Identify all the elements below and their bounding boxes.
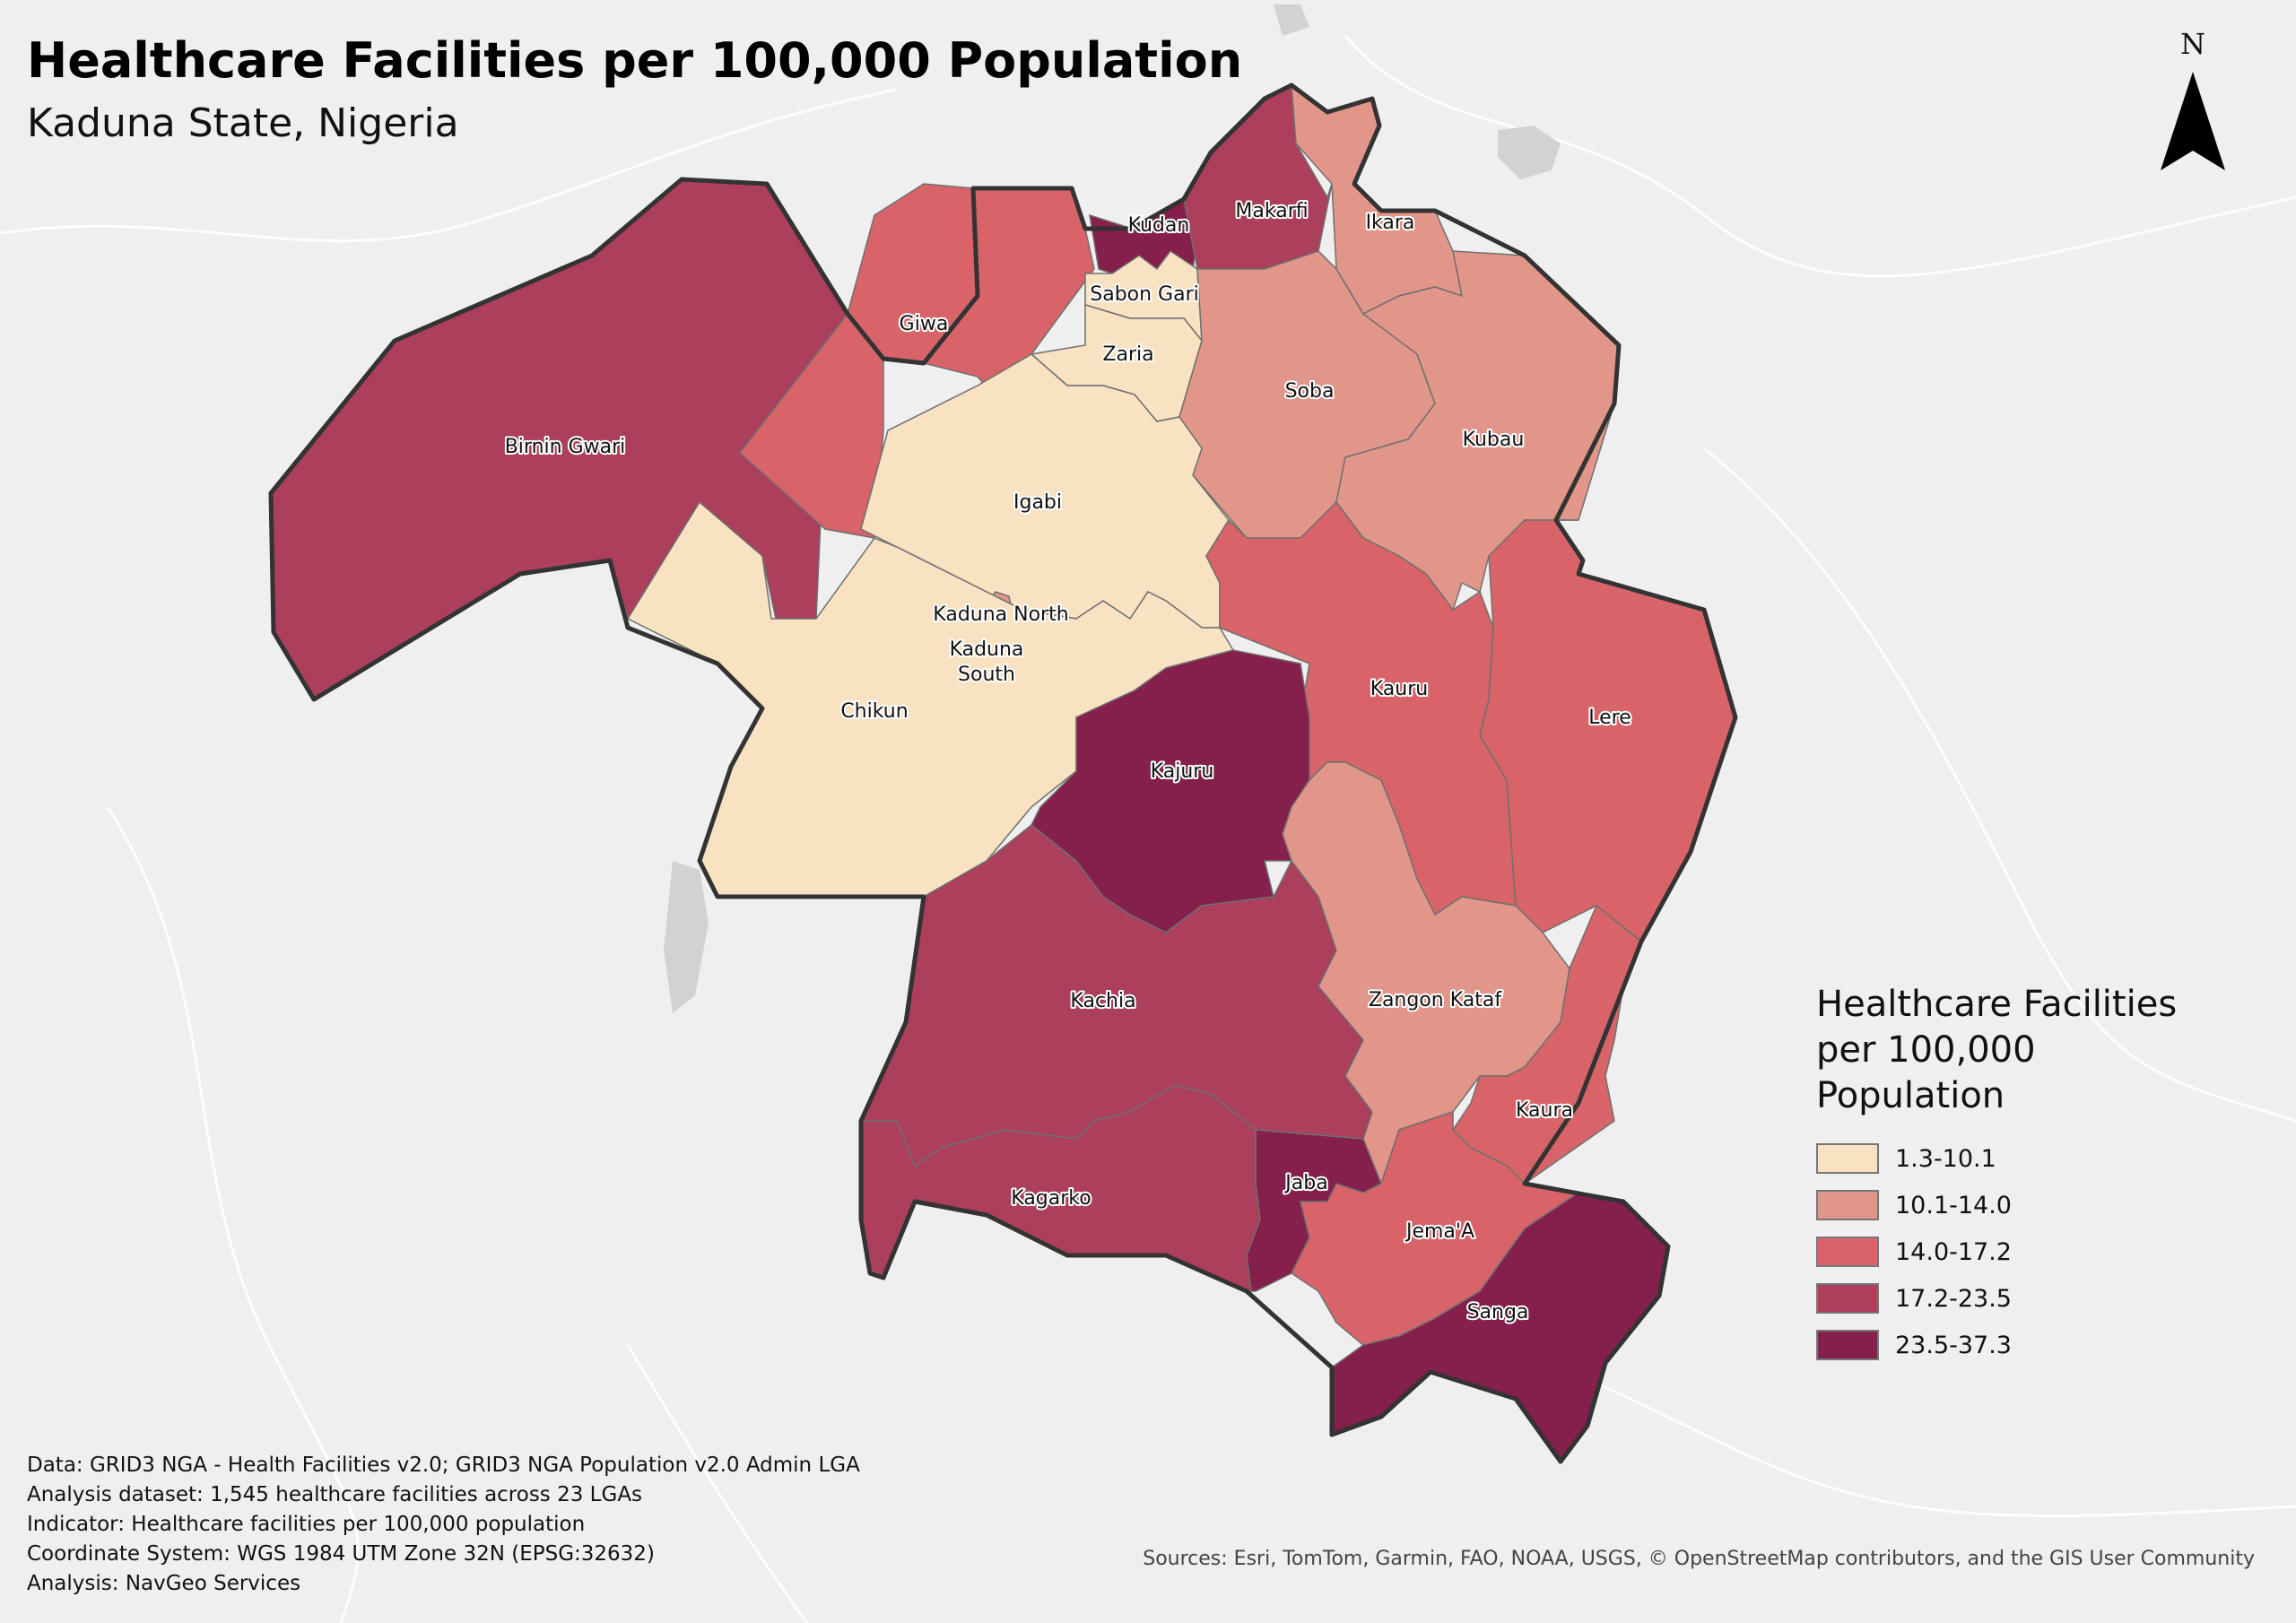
legend-item: 17.2-23.5 bbox=[1816, 1275, 2265, 1322]
lga-label-kajuru: Kajuru bbox=[1151, 760, 1214, 783]
credit-line: Analysis: NavGeo Services bbox=[27, 1572, 301, 1595]
north-arrow: N bbox=[2157, 27, 2229, 179]
legend-title-line: Population bbox=[1816, 1075, 2005, 1116]
legend-swatch bbox=[1816, 1237, 1879, 1267]
lga-label-chikun: Chikun bbox=[840, 700, 908, 723]
legend-item: 10.1-14.0 bbox=[1816, 1182, 2265, 1228]
lga-polygons bbox=[270, 83, 1736, 1463]
lga-label-kaura: Kaura bbox=[1516, 1099, 1573, 1122]
map-title: Healthcare Facilities per 100,000 Popula… bbox=[27, 32, 1243, 89]
lga-label-jema-a: Jema'A bbox=[1405, 1220, 1474, 1243]
lga-label-birnin-gwari: Birnin Gwari bbox=[505, 436, 626, 458]
legend-item: 14.0-17.2 bbox=[1816, 1228, 2265, 1275]
lga-label-kudan: Kudan bbox=[1128, 214, 1190, 237]
credit-line: Analysis dataset: 1,545 healthcare facil… bbox=[27, 1483, 643, 1506]
credit-line: Data: GRID3 NGA - Health Facilities v2.0… bbox=[27, 1454, 860, 1477]
lga-label-jaba: Jaba bbox=[1283, 1172, 1327, 1194]
data-credits: Data: GRID3 NGA - Health Facilities v2.0… bbox=[27, 1451, 860, 1599]
legend-item: 23.5-37.3 bbox=[1816, 1322, 2265, 1368]
basemap-water bbox=[664, 4, 1561, 1013]
lga-label-ikara: Ikara bbox=[1366, 212, 1415, 234]
lga-label-sanga: Sanga bbox=[1467, 1301, 1529, 1324]
legend-label: 10.1-14.0 bbox=[1895, 1191, 2012, 1219]
lga-label-makarfi: Makarfi bbox=[1235, 200, 1308, 222]
legend-swatch bbox=[1816, 1143, 1879, 1174]
credit-line: Indicator: Healthcare facilities per 100… bbox=[27, 1513, 586, 1536]
north-letter: N bbox=[2180, 27, 2205, 61]
legend-title-line: per 100,000 bbox=[1816, 1029, 2036, 1071]
legend-item: 1.3-10.1 bbox=[1816, 1135, 2265, 1182]
lga-label-kubau: Kubau bbox=[1463, 429, 1525, 451]
lga-label-sabon-gari: Sabon Gari bbox=[1090, 283, 1199, 306]
lga-label-soba: Soba bbox=[1285, 380, 1335, 403]
north-arrow-icon bbox=[2161, 72, 2225, 170]
lga-label-kaduna-south: Kaduna South bbox=[950, 638, 1024, 686]
basemap-sources: Sources: Esri, TomTom, Garmin, FAO, NOAA… bbox=[1143, 1548, 2255, 1570]
legend-label: 1.3-10.1 bbox=[1895, 1144, 1996, 1173]
lga-label-kauru: Kauru bbox=[1370, 678, 1428, 700]
legend-title: Healthcare Facilities per 100,000 Popula… bbox=[1816, 982, 2193, 1119]
lga-labels: Birnin Gwari Giwa Kudan Makarfi Ikara Sabon G… bbox=[503, 198, 1633, 1325]
lga-label-kagarko: Kagarko bbox=[1011, 1187, 1091, 1210]
credit-line: Coordinate System: WGS 1984 UTM Zone 32N… bbox=[27, 1542, 655, 1566]
state-boundary bbox=[268, 82, 1738, 1464]
lga-label-lere: Lere bbox=[1588, 707, 1631, 729]
legend-swatch bbox=[1816, 1283, 1879, 1314]
legend: Healthcare Facilities per 100,000 Popula… bbox=[1816, 982, 2265, 1368]
lga-label-kachia: Kachia bbox=[1070, 990, 1135, 1012]
legend-title-line: Healthcare Facilities bbox=[1816, 984, 2178, 1025]
legend-swatch bbox=[1816, 1330, 1879, 1360]
lga-label-giwa: Giwa bbox=[900, 313, 949, 335]
legend-label: 23.5-37.3 bbox=[1895, 1331, 2012, 1359]
legend-label: 14.0-17.2 bbox=[1895, 1237, 2012, 1266]
lga-label-igabi: Igabi bbox=[1013, 491, 1062, 514]
lga-label-zaria: Zaria bbox=[1102, 343, 1153, 366]
lga-label-kaduna-north: Kaduna North bbox=[933, 603, 1068, 626]
legend-label: 17.2-23.5 bbox=[1895, 1284, 2012, 1313]
legend-swatch bbox=[1816, 1190, 1879, 1220]
map-subtitle: Kaduna State, Nigeria bbox=[27, 100, 459, 146]
lga-label-zangon-kataf: Zangon Kataf bbox=[1369, 989, 1502, 1011]
